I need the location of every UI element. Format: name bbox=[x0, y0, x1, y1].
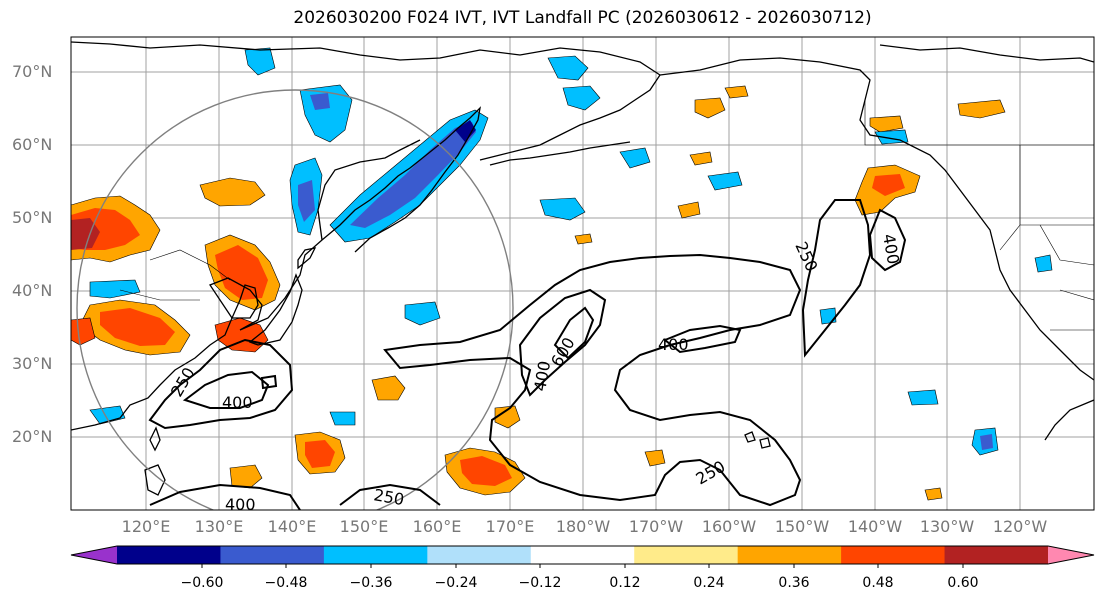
lat-label: 70°N bbox=[12, 62, 53, 81]
lon-label: 160°E bbox=[412, 517, 462, 536]
coastlines bbox=[71, 41, 1094, 496]
contour-label: 400 bbox=[225, 495, 256, 514]
lon-label: 120°E bbox=[121, 517, 171, 536]
lon-label: 150°W bbox=[774, 517, 830, 536]
colorbar-tick-label: −0.60 bbox=[180, 575, 224, 591]
lon-label: 130°E bbox=[194, 517, 244, 536]
lat-label: 50°N bbox=[12, 208, 53, 227]
colorbar-tick-label: −0.36 bbox=[349, 575, 393, 591]
lon-label: 120°W bbox=[992, 517, 1048, 536]
colorbar-segment bbox=[323, 546, 428, 564]
lat-label: 30°N bbox=[12, 354, 53, 373]
colorbar-tick-label: 0.60 bbox=[947, 575, 979, 591]
colorbar-segment bbox=[944, 546, 1049, 564]
lon-label: 160°W bbox=[701, 517, 757, 536]
lat-label: 60°N bbox=[12, 135, 53, 154]
lon-label: 140°W bbox=[847, 517, 903, 536]
lon-label: 180°W bbox=[555, 517, 611, 536]
colorbar bbox=[70, 545, 1095, 568]
colorbar-segment bbox=[117, 546, 221, 564]
lon-label: 170°W bbox=[628, 517, 684, 536]
colorbar-extend-min bbox=[71, 546, 117, 564]
colorbar-extend-max bbox=[1048, 546, 1094, 564]
contour-label: 400 bbox=[658, 335, 689, 354]
colorbar-segment bbox=[220, 546, 325, 564]
lat-label: 20°N bbox=[12, 427, 53, 446]
landfall-region-circle bbox=[76, 89, 514, 510]
map-frame bbox=[70, 36, 1095, 511]
colorbar-segment bbox=[530, 546, 635, 564]
colorbar-tick-label: 0.36 bbox=[778, 575, 810, 591]
colorbar-segment bbox=[427, 546, 532, 564]
contour-label: 400 bbox=[222, 393, 253, 412]
lon-label: 170°E bbox=[485, 517, 535, 536]
colorbar-segment bbox=[634, 546, 739, 564]
map-title: 2026030200 F024 IVT, IVT Landfall PC (20… bbox=[293, 8, 872, 28]
colorbar-tick-label: −0.12 bbox=[518, 575, 562, 591]
lon-label: 130°W bbox=[919, 517, 975, 536]
boundaries bbox=[119, 100, 1094, 331]
lat-label: 40°N bbox=[12, 281, 53, 300]
colorbar-tick-label: 0.48 bbox=[862, 575, 894, 591]
lon-label: 150°E bbox=[339, 517, 389, 536]
colorbar-segment bbox=[737, 546, 842, 564]
lon-label: 140°E bbox=[267, 517, 317, 536]
colorbar-tick-label: 0.12 bbox=[609, 575, 641, 591]
colorbar-tick-label: 0.24 bbox=[693, 575, 725, 591]
colorbar-tick-label: −0.24 bbox=[434, 575, 478, 591]
ivt-contours bbox=[148, 199, 907, 510]
colorbar-tick-label: −0.48 bbox=[264, 575, 308, 591]
colorbar-outline bbox=[70, 545, 1095, 565]
colorbar-segment bbox=[841, 546, 946, 564]
